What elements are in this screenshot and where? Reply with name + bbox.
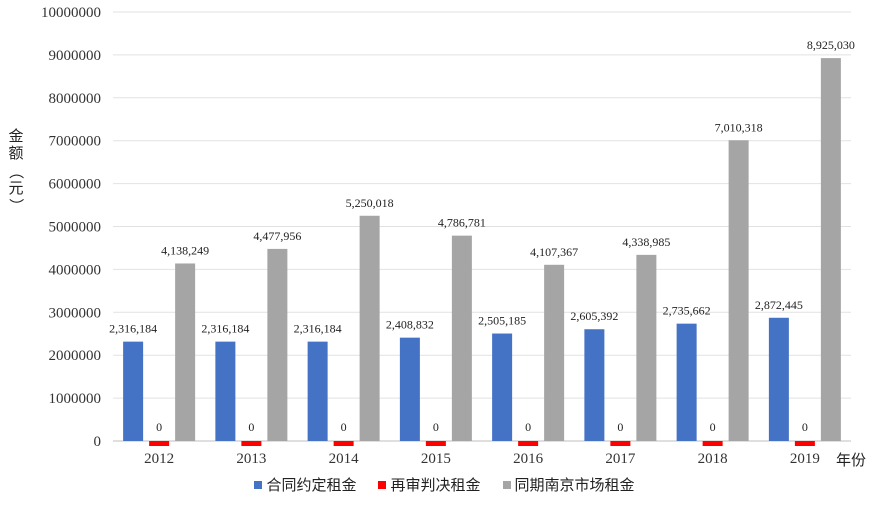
bar-contract-rent <box>768 317 789 441</box>
legend-item-contract: 合同约定租金 <box>254 474 356 495</box>
x-tick-label: 2015 <box>421 451 451 467</box>
y-tick-label: 5000000 <box>49 220 102 236</box>
y-tick-label: 10000000 <box>41 5 101 21</box>
data-label: 8,925,030 <box>807 38 855 52</box>
data-label: 4,786,781 <box>438 216 486 230</box>
legend-label-contract: 合同约定租金 <box>266 476 357 494</box>
bar-retrial-rent <box>702 441 723 446</box>
gridlines <box>113 11 851 442</box>
bar-market-rent <box>636 254 657 441</box>
y-tick-label: 6000000 <box>49 177 102 193</box>
data-label: 2,316,184 <box>109 322 157 336</box>
data-label: 4,107,367 <box>530 245 578 259</box>
data-label: 4,477,956 <box>253 229 301 243</box>
bar-market-rent <box>544 264 565 441</box>
bar-market-rent <box>175 263 196 441</box>
y-tick-label: 0 <box>94 434 102 450</box>
bar-contract-rent <box>307 341 328 441</box>
data-label: 2,408,832 <box>386 318 434 332</box>
y-axis-label-char: 金 <box>8 127 24 145</box>
y-axis-label-char: （ <box>7 163 26 179</box>
data-label: 0 <box>248 420 254 434</box>
data-label: 4,138,249 <box>161 243 209 257</box>
bar-contract-rent <box>215 341 236 441</box>
bar-market-rent <box>728 140 749 441</box>
data-label: 0 <box>617 420 623 434</box>
data-label: 0 <box>433 420 439 434</box>
x-tick-label: 2012 <box>144 451 174 467</box>
bar-retrial-rent <box>149 441 170 446</box>
bar-retrial-rent <box>425 441 446 446</box>
legend-label-retrial: 再审判决租金 <box>390 476 481 494</box>
x-tick-label: 2014 <box>329 451 360 467</box>
y-tick-label: 3000000 <box>49 305 102 321</box>
data-label: 0 <box>710 420 716 434</box>
bar-contract-rent <box>123 341 144 441</box>
legend-swatch-contract <box>254 480 263 489</box>
data-label: 4,338,985 <box>622 235 670 249</box>
bar-market-rent <box>359 215 380 441</box>
x-tick-label: 2016 <box>513 451 544 467</box>
x-tick-label: 2013 <box>236 451 266 467</box>
y-tick-label: 9000000 <box>49 48 102 64</box>
bar-retrial-rent <box>794 441 815 446</box>
data-label: 0 <box>525 420 531 434</box>
data-label: 0 <box>156 420 162 434</box>
data-label: 0 <box>802 420 808 434</box>
data-labels: 2,316,184 0 4,138,249 2,316,184 0 4,477,956 2,… <box>109 38 855 434</box>
data-label: 2,505,185 <box>478 314 526 328</box>
y-axis-label: 金额（元） <box>6 127 26 214</box>
bar-contract-rent <box>584 329 605 441</box>
bar-market-rent <box>451 235 472 441</box>
legend-item-retrial: 再审判决租金 <box>378 474 481 495</box>
x-tick-label: 2019 <box>790 451 820 467</box>
legend: 合同约定租金 再审判决租金 同期南京市场租金 <box>0 474 889 495</box>
y-axis-label-char: 额 <box>8 144 24 163</box>
y-tick-label: 4000000 <box>49 262 102 278</box>
data-label: 0 <box>341 420 347 434</box>
x-tick-label: 2017 <box>605 451 636 467</box>
bar-retrial-rent <box>518 441 539 446</box>
legend-item-market: 同期南京市场租金 <box>502 474 635 495</box>
x-axis-ticks: 2012 2013 2014 2015 2016 2017 2018 2019 <box>144 451 820 467</box>
y-axis-label-char: 元 <box>8 178 24 197</box>
data-label: 2,872,445 <box>755 298 803 312</box>
bar-contract-rent <box>676 323 697 441</box>
y-tick-label: 1000000 <box>49 391 102 407</box>
y-tick-label: 7000000 <box>49 134 102 150</box>
bar-retrial-rent <box>333 441 354 446</box>
data-label: 2,316,184 <box>294 322 342 336</box>
bars <box>123 58 841 446</box>
bar-market-rent <box>267 248 288 441</box>
bar-retrial-rent <box>610 441 631 446</box>
legend-swatch-retrial <box>378 480 387 489</box>
data-label: 2,735,662 <box>663 304 711 318</box>
data-label: 2,605,392 <box>570 309 618 323</box>
legend-swatch-market <box>502 480 511 489</box>
bar-contract-rent <box>399 337 420 441</box>
x-tick-label: 2018 <box>698 451 728 467</box>
bar-contract-rent <box>492 333 513 441</box>
y-axis-ticks: 0 1000000 2000000 3000000 4000000 5000000 6000… <box>41 5 101 450</box>
y-axis-label-char: ） <box>7 198 26 214</box>
bar-market-rent <box>820 58 841 442</box>
data-label: 5,250,018 <box>346 196 394 210</box>
data-label: 7,010,318 <box>715 120 763 134</box>
data-label: 2,316,184 <box>201 322 249 336</box>
y-tick-label: 8000000 <box>49 91 102 107</box>
bar-retrial-rent <box>241 441 262 446</box>
x-axis-label: 年份 <box>836 451 867 469</box>
legend-label-market: 同期南京市场租金 <box>514 476 635 494</box>
y-tick-label: 2000000 <box>49 348 102 364</box>
